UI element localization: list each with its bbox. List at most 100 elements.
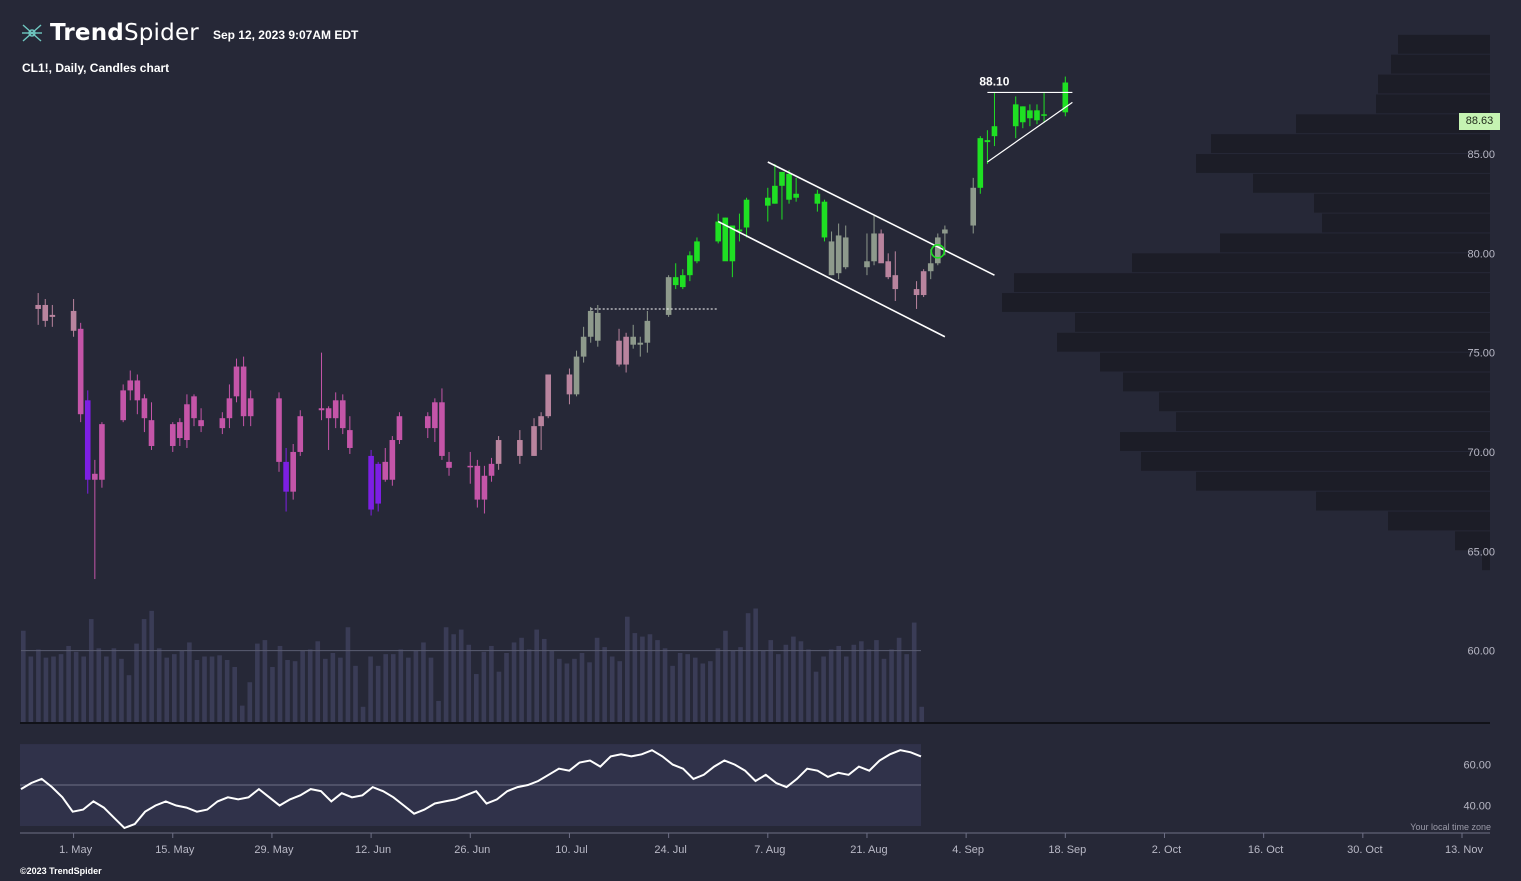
volume-bar [579, 652, 585, 722]
volume-profile-bar [1391, 54, 1490, 74]
candle-body [432, 402, 438, 429]
volume-bar [738, 647, 743, 722]
volume-profile-bar [1455, 531, 1490, 551]
volume-profile-bar [1388, 511, 1490, 531]
volume-bar [323, 658, 328, 722]
volume-bar [587, 662, 592, 722]
volume-bar [58, 654, 64, 722]
volume-bar [21, 630, 26, 722]
volume-bar [760, 650, 766, 722]
candle-body [290, 451, 296, 492]
rsi-tick-label: 40.00 [1463, 801, 1491, 813]
volume-bar [164, 657, 170, 722]
candle-body [1027, 110, 1033, 119]
volume-bar [549, 650, 555, 722]
volume-bar [692, 657, 698, 722]
volume-bar [88, 619, 94, 722]
price-tick-label: 75.00 [1467, 348, 1495, 360]
candle-body [644, 320, 651, 343]
volume-bar [745, 613, 751, 722]
candle-body [991, 126, 998, 137]
volume-bar [111, 648, 117, 722]
volume-bar [428, 657, 434, 722]
volume-profile [1002, 34, 1490, 571]
volume-bar [768, 640, 774, 722]
volume-bar [300, 650, 305, 722]
candle-body [942, 229, 948, 234]
volume-profile-bar [1220, 233, 1490, 253]
volume-bar [436, 700, 441, 722]
candle-body [148, 420, 155, 446]
volume-profile-bar [1159, 392, 1490, 412]
volume-bar [307, 649, 313, 722]
volume-bar [791, 636, 796, 722]
volume-profile-bar [1176, 412, 1490, 432]
volume-bar [798, 641, 804, 722]
volume-profile-bar [1002, 293, 1490, 312]
channel-upper-line [767, 161, 995, 276]
volume-bar [700, 663, 706, 722]
candle-body [545, 374, 551, 417]
date-tick-label: 16. Oct [1248, 844, 1283, 856]
volume-bar [572, 658, 577, 722]
candle-body [495, 440, 502, 464]
date-tick-label: 30. Oct [1347, 844, 1382, 856]
candle-body [276, 398, 282, 462]
candle-body [743, 199, 750, 228]
volume-bar [813, 671, 819, 722]
volume-profile-bar [1075, 312, 1490, 332]
candle-body [35, 304, 41, 309]
volume-bar [179, 650, 185, 722]
triangle-support-line [987, 101, 1073, 163]
volume-bar [896, 637, 902, 722]
volume-bar [708, 661, 713, 722]
volume-bar [285, 659, 290, 722]
volume-profile-bar [1141, 451, 1490, 471]
volume-bar [821, 656, 826, 722]
brand-name: TrendSpider [50, 20, 199, 46]
candle-body [821, 201, 828, 238]
candle-body [1041, 114, 1047, 116]
volume-profile-bar [1120, 432, 1490, 451]
volume-profile-bar [1398, 34, 1490, 54]
volume-bar [843, 656, 849, 722]
price-tick-label: 60.00 [1467, 646, 1495, 658]
candle-body [191, 396, 197, 419]
volume-bar [481, 651, 487, 722]
candle-body [1062, 82, 1069, 113]
volume-bar [889, 649, 894, 722]
copyright: ©2023 TrendSpider [20, 866, 102, 876]
volume-bar [911, 622, 917, 722]
candle-body [42, 304, 49, 321]
volume-bar [564, 663, 570, 722]
volume-profile-bar [1376, 94, 1490, 114]
candle-body [828, 241, 835, 276]
volume-bar [368, 656, 373, 722]
volume-bar [239, 705, 245, 722]
candle-body [99, 424, 105, 480]
candle-body [687, 255, 693, 276]
candle-body [325, 408, 332, 419]
volume-bar [51, 656, 56, 722]
candle-body [970, 187, 977, 226]
volume-bar [73, 651, 79, 722]
volume-bar [255, 643, 260, 722]
volume-profile-bar [1196, 471, 1490, 491]
price-tick-label: 65.00 [1467, 546, 1495, 558]
volume-profile-bar [1123, 372, 1490, 392]
candle-body [488, 463, 495, 476]
volume-bar [96, 648, 102, 722]
volume-bar [443, 627, 449, 722]
candle-body [219, 418, 226, 429]
date-tick-label: 13. Nov [1445, 844, 1483, 856]
volume-bar [609, 656, 615, 722]
volume-bar [104, 656, 109, 722]
candle-body [587, 310, 594, 337]
rsi-line [20, 749, 922, 830]
volume-bar [28, 656, 34, 722]
candle-body [665, 277, 672, 315]
candle-body [1020, 106, 1026, 123]
candle-body [481, 475, 488, 500]
candle-body [566, 374, 573, 395]
